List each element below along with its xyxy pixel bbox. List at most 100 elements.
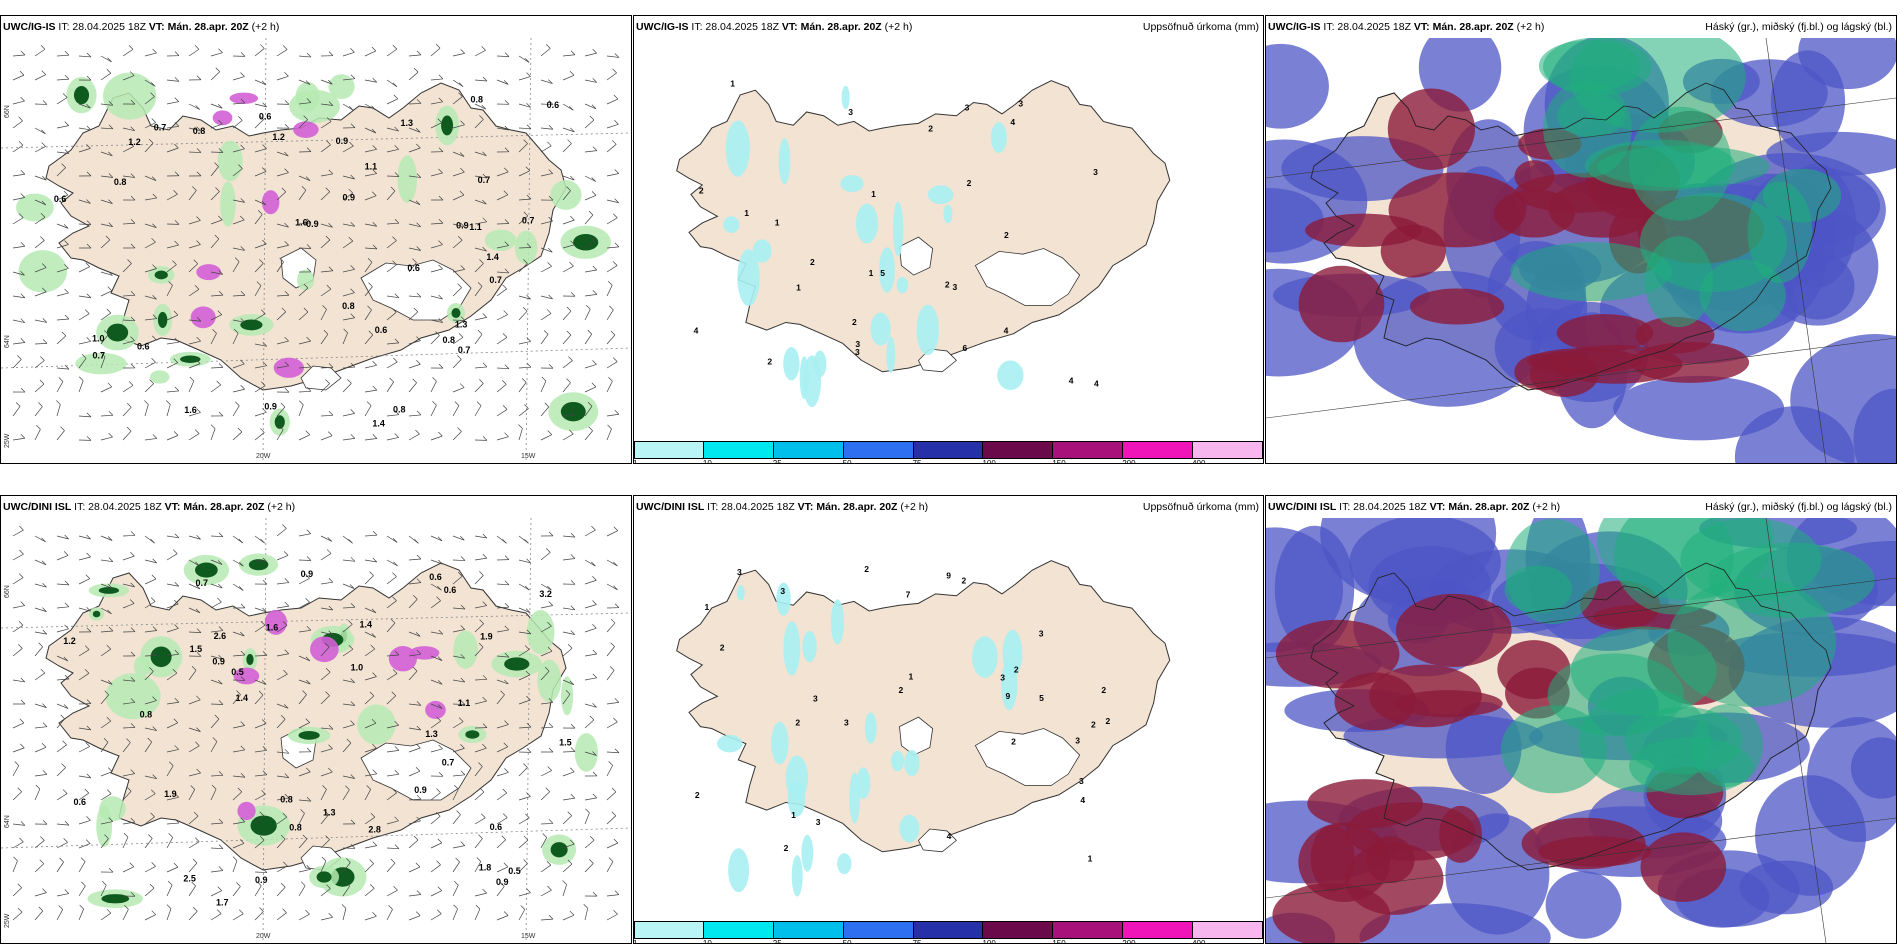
wind-barb xyxy=(56,909,64,921)
wind-barb-flag xyxy=(436,788,441,793)
wind-barb-flag xyxy=(218,270,224,275)
wind-barb-flag xyxy=(504,100,510,105)
wind-barb xyxy=(430,295,443,300)
accum-value-label: 3 xyxy=(1000,673,1005,683)
wind-barb xyxy=(276,582,289,585)
wind-barb xyxy=(56,244,69,249)
precip-area-heavy xyxy=(451,308,461,319)
wind-barb xyxy=(496,79,509,85)
wind-barb xyxy=(562,310,572,321)
wind-barb-flag xyxy=(232,856,238,861)
wind-barb-flag xyxy=(151,118,156,123)
wind-barb xyxy=(188,380,195,393)
colorbar-tick-label: 1 xyxy=(633,459,638,464)
wind-barb-flag xyxy=(108,199,113,204)
wind-barb-flag xyxy=(42,582,47,588)
wind-barb-flag xyxy=(367,305,372,311)
wind-barb xyxy=(56,54,69,57)
wind-barb-flag xyxy=(437,838,443,844)
wind-barb xyxy=(12,841,24,849)
wind-barb-flag xyxy=(504,580,510,586)
precip-value-label: 1.4 xyxy=(360,620,373,630)
wind-barb-flag xyxy=(525,585,530,591)
wind-barb-flag xyxy=(394,126,399,132)
wind-barb xyxy=(232,148,245,153)
wind-barb xyxy=(100,127,113,130)
wind-barb xyxy=(100,648,112,657)
precip-value-label: 2.6 xyxy=(214,631,227,641)
wind-barb xyxy=(254,119,264,129)
mid-cloud-area xyxy=(1439,805,1482,863)
wind-barb-flag xyxy=(460,744,465,749)
precip-area-pink xyxy=(237,801,256,821)
wind-barb-flag xyxy=(306,147,312,152)
wind-barb-flag xyxy=(174,698,180,703)
wind-barb xyxy=(320,553,332,561)
wind-barb xyxy=(606,217,618,225)
wind-barb xyxy=(584,406,593,417)
wind-barb xyxy=(540,726,553,729)
wind-barb xyxy=(298,813,305,825)
wind-barb-flag xyxy=(306,98,312,103)
wind-barb-flag xyxy=(262,144,267,149)
wind-barb xyxy=(100,414,114,417)
wind-barb xyxy=(584,386,597,393)
wind-barb-flag xyxy=(567,139,572,144)
wind-barb-flag xyxy=(196,727,201,732)
wind-barb-flag xyxy=(64,820,70,826)
wind-barb-flag xyxy=(416,143,421,149)
wind-barb xyxy=(166,884,173,897)
wind-barb-flag xyxy=(306,767,311,773)
wind-barb xyxy=(606,702,619,705)
wind-barb-flag xyxy=(195,695,201,701)
accum-precip-area xyxy=(870,312,891,346)
wind-barb-flag xyxy=(570,605,576,611)
wind-barb xyxy=(452,124,465,129)
wind-barb xyxy=(562,679,575,686)
wind-barb-flag xyxy=(106,308,112,314)
wind-barb xyxy=(232,388,245,393)
wind-barb xyxy=(122,701,135,705)
wind-barb-flag xyxy=(86,337,91,342)
accum-value-label: 3 xyxy=(1079,776,1084,786)
wind-barb xyxy=(254,432,265,441)
wind-barb xyxy=(518,263,528,273)
high-cloud-area xyxy=(1504,565,1573,614)
wind-barb xyxy=(540,79,553,84)
wind-barb-flag xyxy=(499,882,505,887)
wind-barb-flag xyxy=(20,242,26,247)
wind-barb xyxy=(12,765,20,777)
wind-barb xyxy=(78,266,90,273)
wind-barb-flag xyxy=(611,787,617,793)
accum-value-label: 2 xyxy=(1105,716,1110,726)
wind-barb-flag xyxy=(217,597,222,603)
wind-barb xyxy=(320,535,332,542)
wind-barb-flag xyxy=(482,743,487,749)
wind-barb xyxy=(34,319,47,323)
wind-barb xyxy=(122,407,132,417)
high-cloud-area xyxy=(1680,518,1822,602)
wind-barb xyxy=(342,583,355,589)
wind-barb xyxy=(430,631,443,635)
wind-barb-flag xyxy=(479,115,484,120)
wind-barb-flag xyxy=(482,436,488,441)
wind-barb xyxy=(606,583,618,591)
glacier-area xyxy=(899,236,934,276)
wind-barb xyxy=(452,814,461,825)
wind-barb xyxy=(518,699,531,705)
precip-area-heavy xyxy=(195,562,218,578)
wind-barb xyxy=(254,148,267,153)
wind-barb-flag xyxy=(152,193,158,199)
wind-barb xyxy=(144,383,154,393)
precip-value-label: 1.2 xyxy=(272,132,285,142)
precip-area-pink xyxy=(273,357,304,378)
wind-barb-flag xyxy=(371,105,376,111)
wind-barb xyxy=(298,629,311,633)
wind-barb xyxy=(364,722,377,729)
valid-time: VT: Mán. 28.apr. 20Z xyxy=(797,501,898,513)
wind-barb-flag xyxy=(328,169,334,175)
wind-barb xyxy=(34,646,43,657)
low-cloud-area xyxy=(1850,737,1896,799)
wind-barb xyxy=(166,435,179,441)
colorbar-tick-label: 25 xyxy=(772,939,782,944)
